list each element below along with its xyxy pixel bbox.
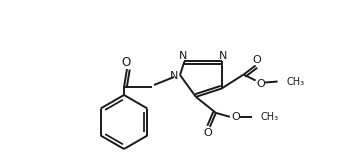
Text: O: O — [252, 55, 261, 65]
Text: O: O — [256, 78, 265, 89]
Text: CH₃: CH₃ — [287, 76, 305, 87]
Text: N: N — [218, 51, 227, 61]
Text: CH₃: CH₃ — [261, 112, 279, 122]
Text: O: O — [231, 112, 240, 122]
Text: N: N — [170, 71, 178, 81]
Text: O: O — [121, 55, 130, 69]
Text: N: N — [179, 51, 188, 61]
Text: O: O — [204, 128, 212, 138]
